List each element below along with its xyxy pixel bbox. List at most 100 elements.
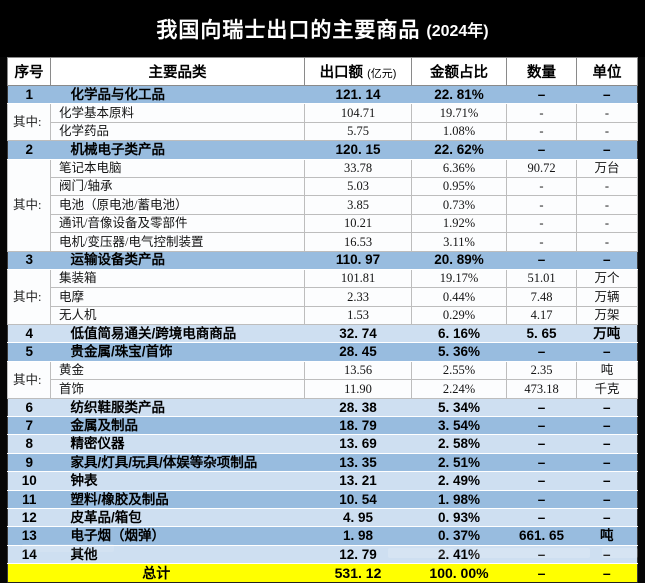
group-label-cell: 其中: [7,360,51,399]
page-title: 我国向瑞士出口的主要商品 (2024年) [0,0,645,57]
group-label-cell: 其中: [7,268,51,326]
unit-cell: – [576,342,638,362]
header-category: 主要品类 [50,57,305,86]
qty-cell: - [506,121,577,142]
category-cell: 集装箱 [50,268,305,289]
share-cell: 22. 81% [411,84,507,105]
share-cell: 0.44% [411,287,507,307]
qty-cell: 7.48 [506,287,577,307]
category-cell: 钟表 [50,471,305,491]
qty-cell: - [506,213,577,234]
export-table: 序号 主要品类 出口额 (亿元) 金额占比 数量 单位 1 化学品与化工品 12 1.… [7,57,638,583]
value-cell: 11.90 [304,379,412,399]
title-text: 我国向瑞士出口的主要商品 [156,18,421,42]
category-cell: 精密仪器 [50,434,305,454]
row-number: 3 [7,250,51,270]
header-no: 序号 [7,57,51,86]
table-row: 2 机械电子类产品 120. 15 22. 62% – – [7,140,638,160]
category-cell: 无人机 [50,305,305,326]
share-cell: 0. 93% [411,507,507,528]
qty-cell: – [506,489,577,509]
share-cell: 5. 36% [411,342,507,362]
title-year: (2024年) [426,22,489,40]
share-cell: 2.55% [411,360,507,381]
category-cell: 化学品与化工品 [50,84,305,105]
share-cell: 1.92% [411,213,507,234]
value-cell: 1. 98 [304,526,412,546]
share-cell: 5. 34% [411,397,507,418]
share-cell: 2. 58% [411,434,507,454]
table-body: 1 化学品与化工品 121. 14 22. 81% – – 其中: 化学基本原料 104.71 1… [7,84,638,583]
table-row: 首饰 11.90 2.24% 473.18 千克 [8,379,638,399]
share-cell: 1.08% [411,121,507,142]
row-number: 12 [7,507,51,528]
table-row: 11 塑料/橡胶及制品 10. 54 1. 98% – – [7,489,638,509]
value-cell: 32. 74 [304,324,412,344]
value-cell: 28. 45 [304,342,412,362]
unit-cell: 万架 [576,305,638,326]
header-row: 序号 主要品类 出口额 (亿元) 金额占比 数量 单位 [7,57,638,86]
category-cell: 电子烟（烟弹） [50,526,305,546]
unit-cell: 万个 [576,268,638,289]
row-number: 4 [7,324,51,344]
value-cell: 10. 54 [304,489,412,509]
unit-cell: – [576,452,638,473]
value-cell: 101.81 [304,268,412,289]
category-cell: 化学基本原料 [50,103,305,123]
value-cell: 12. 79 [304,544,412,565]
table-row: 8 精密仪器 13. 69 2. 58% – – [7,434,638,454]
table-row: 3 运输设备类产品 110. 97 20. 89% – – [7,250,638,270]
value-cell: 33.78 [304,158,412,178]
value-cell: 1.53 [304,305,412,326]
unit-cell: – [576,471,638,491]
unit-cell: - [576,176,638,197]
row-number: 10 [7,471,51,491]
unit-cell: - [576,195,638,215]
value-cell: 13. 35 [304,452,412,473]
category-cell: 塑料/橡胶及制品 [50,489,305,509]
value-cell: 5.03 [304,176,412,197]
value-cell: 2.33 [304,287,412,307]
table-row: 12 皮革品/箱包 4. 95 0. 93% – – [7,507,638,528]
value-cell: 13.56 [304,360,412,381]
qty-cell: – [506,434,577,454]
qty-cell: – [506,84,577,105]
value-cell: 13. 21 [304,471,412,491]
unit-cell: - [576,213,638,234]
unit-cell: - [576,232,638,252]
unit-cell: – [576,250,638,270]
value-cell: 110. 97 [304,250,412,270]
row-number: 1 [7,84,51,105]
table-row: 10 钟表 13. 21 2. 49% – – [7,471,638,491]
share-cell: 100. 00% [411,563,507,583]
header-value: 出口额 (亿元) [304,57,412,86]
category-cell: 金属及制品 [50,416,305,436]
share-cell: 0.95% [411,176,507,197]
row-number: 9 [7,452,51,473]
unit-cell: 吨 [576,526,638,546]
share-cell: 2. 49% [411,471,507,491]
unit-cell: 万台 [576,158,638,178]
value-cell: 104.71 [304,103,412,123]
qty-cell: 473.18 [506,379,577,399]
qty-cell: – [506,140,577,160]
table-container: 序号 主要品类 出口额 (亿元) 金额占比 数量 单位 1 化学品与化工品 12 1.… [0,57,645,583]
unit-cell: – [576,434,638,454]
qty-cell: – [506,342,577,362]
row-number: 5 [7,342,51,362]
qty-cell: - [506,232,577,252]
share-cell: 2.24% [411,379,507,399]
row-number: 11 [7,489,51,509]
header-unit: 单位 [576,57,638,86]
category-cell: 家具/灯具/玩具/体娱等杂项制品 [50,452,305,473]
row-number: 7 [7,416,51,436]
share-cell: 1. 98% [411,489,507,509]
category-cell: 电机/变压器/电气控制装置 [50,232,305,252]
table-row: 6 纺织鞋服类产品 28. 38 5. 34% – – [7,397,638,418]
table-row: 14 其他 12. 79 2. 41% – – [7,544,638,565]
category-cell: 皮革品/箱包 [50,507,305,528]
unit-cell: 万吨 [576,324,638,344]
share-cell: 0. 37% [411,526,507,546]
unit-cell: 千克 [576,379,638,399]
table-row: 其中: 集装箱 101.81 19.17% 51.01 万个 [7,268,638,326]
